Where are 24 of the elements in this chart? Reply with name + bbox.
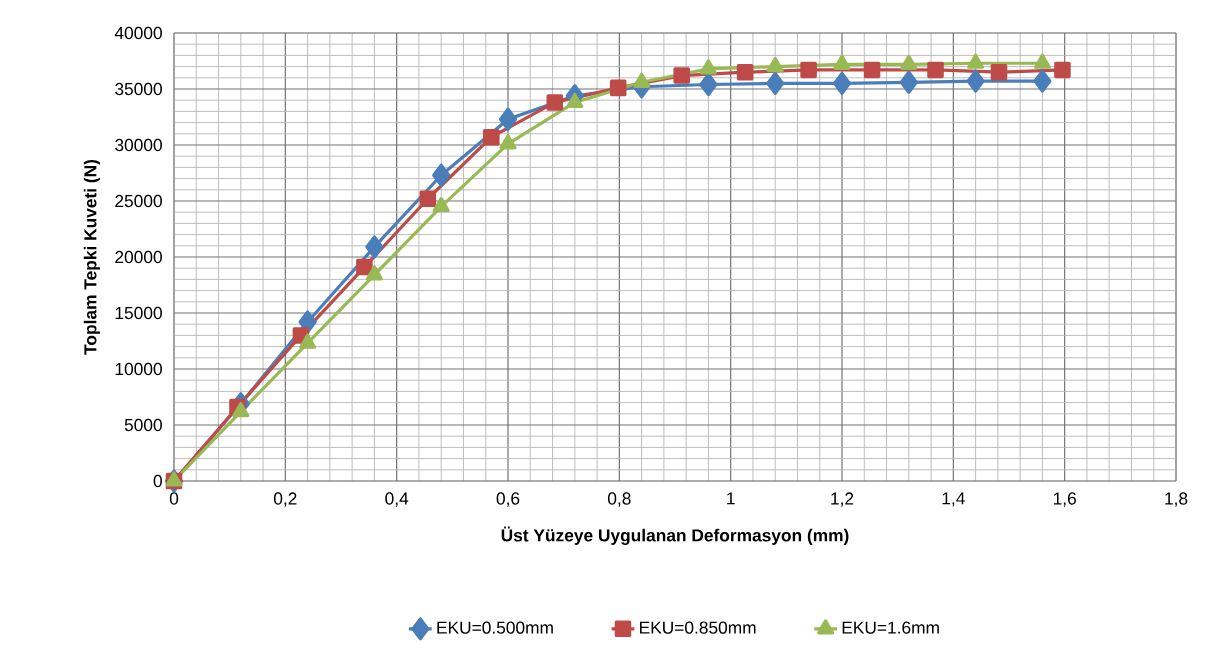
legend-label: EKU=0.850mm <box>640 621 756 634</box>
y-tick-label: 20000 <box>115 250 162 264</box>
x-tick-label: 0,6 <box>496 492 520 507</box>
x-tick-label: 1,8 <box>1165 492 1188 507</box>
y-tick-label: 30000 <box>115 138 162 152</box>
x-tick-label: 0,2 <box>273 492 297 507</box>
x-tick-label: 0,8 <box>607 492 631 507</box>
x-tick-label: 1 <box>727 492 735 505</box>
y-tick-label: 0 <box>153 474 162 488</box>
y-tick-label: 25000 <box>115 194 162 208</box>
x-tick-label: 1,4 <box>942 492 965 507</box>
legend-label: EKU=1.6mm <box>842 621 939 634</box>
legend-label: EKU=0.500mm <box>437 621 553 634</box>
x-tick-label: 0,4 <box>385 492 409 507</box>
x-tick-label: 0 <box>169 492 179 505</box>
y-tick-label: 10000 <box>115 362 162 376</box>
y-tick-label: 35000 <box>115 82 162 96</box>
y-axis-title: Toplam Tepki Kuveti (N) <box>83 159 100 355</box>
y-tick-label: 5000 <box>124 418 162 432</box>
x-tick-label: 1,2 <box>831 492 854 507</box>
y-tick-label: 40000 <box>114 26 162 40</box>
y-tick-label: 15000 <box>115 306 162 320</box>
x-tick-label: 1,6 <box>1053 492 1076 507</box>
x-axis-title: Üst Yüzeye Uygulanan Deformasyon (mm) <box>501 526 849 545</box>
